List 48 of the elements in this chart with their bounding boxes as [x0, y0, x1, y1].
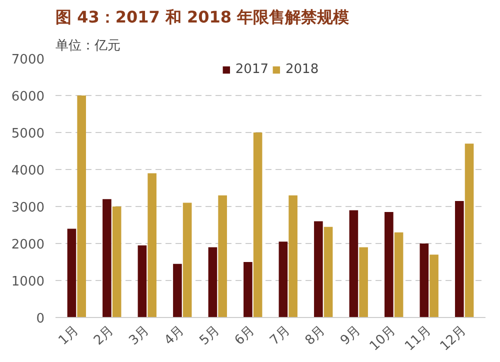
bar [218, 195, 227, 318]
bar [384, 212, 394, 318]
x-tick-label: 9月 [338, 323, 364, 348]
x-tick-label: 2月 [91, 323, 117, 348]
x-tick-label: 10月 [367, 323, 399, 354]
bar [244, 262, 252, 318]
bar [420, 244, 429, 318]
x-tick-label: 11月 [402, 323, 434, 354]
y-tick-label: 6000 [11, 90, 45, 104]
x-tick-label: 8月 [302, 323, 328, 348]
bar [464, 144, 474, 318]
bar [455, 200, 464, 318]
y-tick-label: 1000 [11, 274, 45, 290]
bar [138, 245, 147, 318]
y-tick-label: 0 [36, 312, 45, 326]
y-tick-label: 4000 [11, 164, 45, 178]
bar [102, 199, 112, 318]
bar [148, 173, 156, 318]
y-axis-title: 单位：亿元 [56, 38, 120, 54]
bar [77, 96, 86, 318]
y-tick-label: 7000 [11, 52, 45, 68]
bar [253, 132, 262, 318]
bar [208, 247, 218, 318]
x-tick-label: 12月 [438, 323, 470, 354]
bar [278, 242, 288, 318]
bar [67, 228, 76, 318]
x-tick-label: 1月 [56, 323, 82, 348]
bar [173, 264, 182, 318]
legend-label: 2017 [235, 62, 268, 77]
legend-label: 2018 [286, 62, 319, 77]
x-tick-label: 5月 [196, 323, 223, 348]
chart-title: 图 43：2017 和 2018 年限售解禁规模 [56, 8, 350, 26]
x-tick-label: 6月 [232, 323, 258, 348]
bar [349, 210, 358, 318]
bar [314, 221, 323, 318]
bar [359, 247, 368, 318]
x-tick-label: 4月 [162, 323, 188, 348]
bar [394, 232, 404, 318]
y-tick-label: 5000 [11, 126, 45, 142]
bar [288, 195, 298, 318]
y-tick-label: 2000 [11, 238, 45, 252]
x-tick-label: 3月 [126, 323, 152, 348]
y-tick-label: 3000 [11, 200, 45, 216]
bar [324, 226, 333, 318]
bar [112, 206, 122, 318]
bar [430, 254, 438, 318]
x-tick-label: 7月 [267, 323, 294, 348]
bar [182, 202, 192, 318]
